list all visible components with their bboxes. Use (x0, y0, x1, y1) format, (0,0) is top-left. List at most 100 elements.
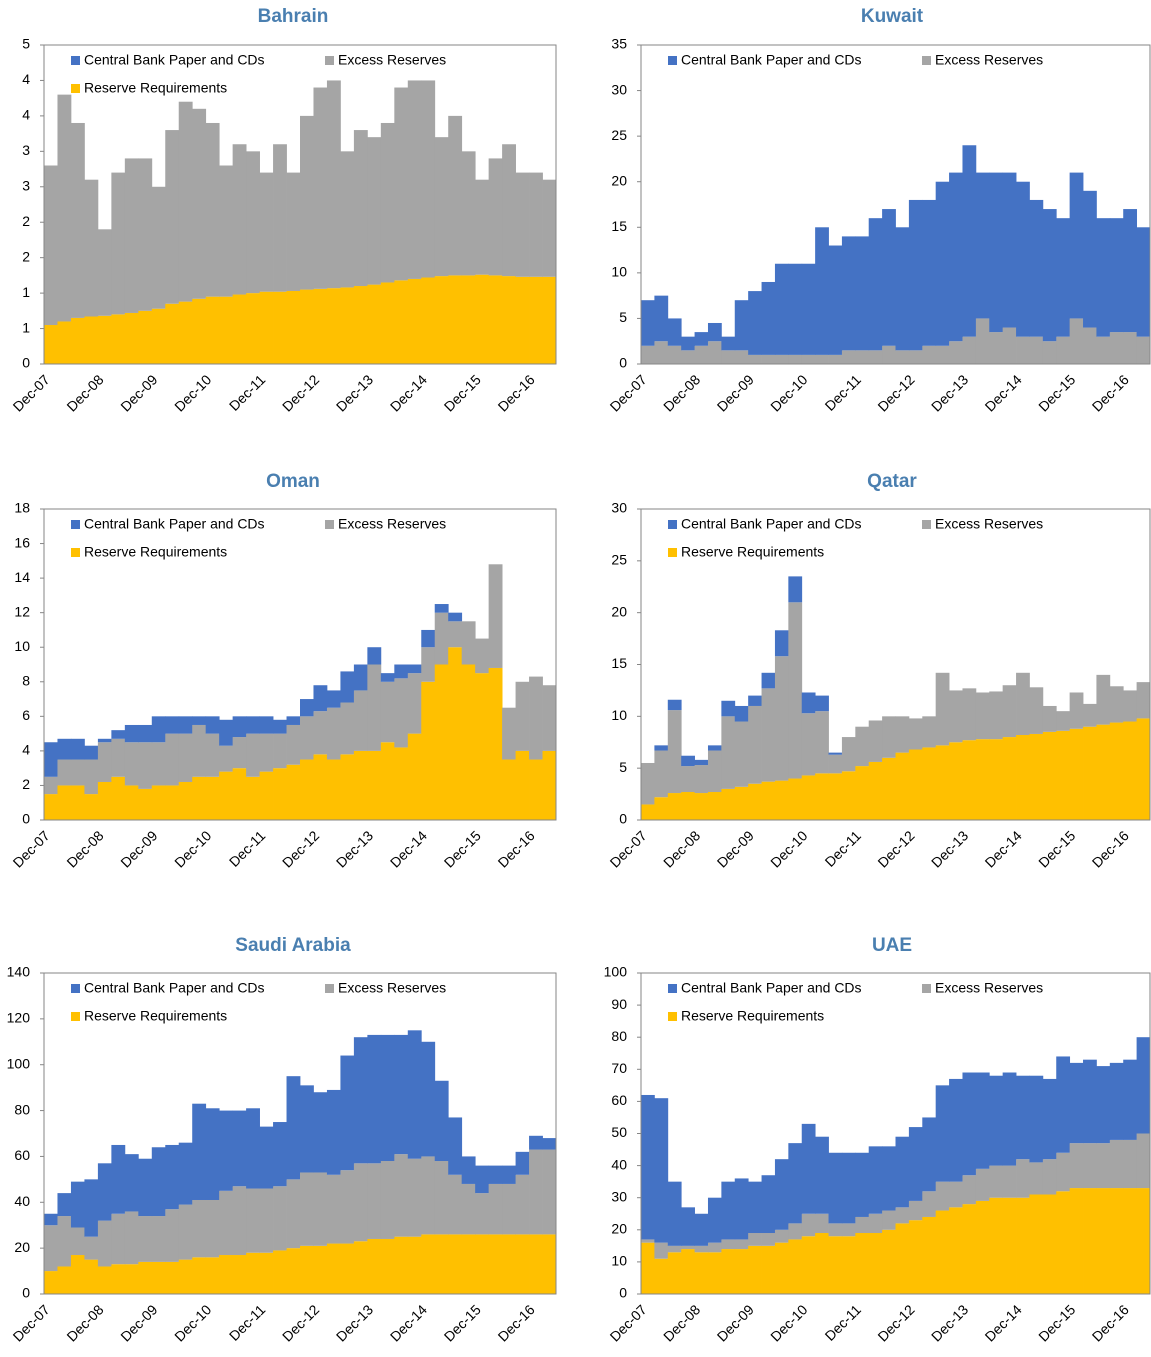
bar-segment (44, 742, 58, 777)
bar-segment (151, 716, 166, 743)
bar-segment (828, 1152, 843, 1224)
bar-segment (367, 647, 382, 665)
bar-segment (138, 1158, 153, 1217)
bar-segment (801, 1123, 816, 1214)
bar-segment (434, 612, 449, 665)
bar-segment (380, 1034, 395, 1162)
bar-segment (407, 278, 422, 364)
legend-swatch (71, 84, 80, 93)
bar-segment (124, 1154, 139, 1212)
bar-segment (895, 1207, 910, 1224)
bar-segment (178, 716, 193, 734)
bar-segment (488, 1183, 503, 1235)
bar-segment (707, 1242, 722, 1253)
bar-segment (421, 1041, 436, 1157)
bar-segment (1069, 692, 1084, 729)
bar-segment (721, 1239, 736, 1250)
bar-segment (801, 354, 816, 364)
bar-segment (1016, 1159, 1030, 1198)
bar-segment (815, 354, 829, 364)
bar-segment (394, 280, 409, 364)
bar-segment (475, 274, 490, 364)
bar-segment (962, 1072, 977, 1176)
bar-segment (908, 1220, 923, 1294)
bar-segment (694, 1245, 709, 1253)
bar-segment (353, 690, 368, 751)
y-tick-label: 35 (611, 36, 627, 52)
bar-segment (529, 1234, 543, 1294)
bar-segment (246, 151, 260, 294)
y-tick-label: 0 (22, 1285, 30, 1301)
legend-swatch (668, 1012, 677, 1021)
bar-segment (273, 733, 287, 769)
x-tick-label: Dec-10 (171, 1301, 214, 1344)
bar-segment (461, 664, 476, 820)
bar-segment (151, 308, 166, 364)
bar-segment (641, 300, 655, 346)
bar-segment (1123, 332, 1138, 364)
bar-segment (353, 750, 368, 820)
bar-segment (246, 776, 260, 820)
bar-segment (380, 1161, 395, 1239)
bar-segment (421, 629, 436, 648)
bar-segment (502, 276, 516, 364)
bar-segment (1002, 685, 1017, 738)
bar-segment (111, 738, 126, 777)
bar-segment (394, 747, 409, 820)
bar-segment (935, 745, 950, 820)
bar-segment (394, 1236, 409, 1294)
legend-swatch (668, 548, 677, 557)
bar-segment (721, 336, 736, 351)
bar-segment (748, 1233, 762, 1246)
y-tick-label: 10 (611, 264, 627, 280)
bar-segment (734, 300, 749, 351)
bar-segment (774, 263, 789, 355)
bar-segment (748, 291, 762, 355)
bar-segment (205, 296, 220, 364)
y-tick-label: 25 (611, 127, 627, 143)
bar-segment (641, 1239, 655, 1243)
bar-segment (815, 1213, 829, 1234)
x-tick-label: Dec-16 (1089, 371, 1132, 414)
bar-segment (124, 158, 139, 313)
bar-segment (1056, 1152, 1071, 1192)
bar-segment (989, 1197, 1004, 1294)
x-tick-label: Dec-15 (1035, 827, 1078, 870)
bar-segment (949, 341, 963, 364)
y-tick-label: 80 (14, 1101, 30, 1117)
bar-segment (1002, 327, 1017, 364)
bar-segment (654, 1098, 669, 1243)
bar-segment (1002, 1072, 1017, 1166)
bar-segment (667, 699, 682, 711)
bar-segment (434, 137, 449, 277)
bar-segment (461, 1183, 476, 1235)
bar-segment (529, 276, 543, 364)
bar-segment (1096, 336, 1111, 364)
bar-segment (828, 752, 843, 755)
bar-segment (882, 1146, 896, 1211)
bar-segment (1083, 1188, 1097, 1294)
y-tick-label: 80 (611, 1028, 627, 1044)
bar-segment (788, 576, 803, 603)
bar-segment (1016, 336, 1030, 364)
bar-segment (962, 336, 977, 364)
bar-segment (922, 716, 937, 748)
bar-segment (138, 1261, 153, 1294)
x-tick-label: Dec-15 (441, 827, 484, 870)
bar-segment (488, 667, 503, 820)
bar-segment (667, 1252, 682, 1294)
bar-segment (151, 785, 166, 820)
bar-segment (641, 345, 655, 364)
bar-segment (962, 740, 977, 820)
bar-segment (748, 354, 762, 364)
bar-segment (367, 1163, 382, 1239)
y-tick-label: 3 (22, 142, 30, 158)
bar-segment (681, 792, 695, 820)
bar-segment (273, 1186, 287, 1251)
bar-segment (694, 332, 709, 346)
x-tick-label: Dec-07 (607, 827, 650, 870)
bar-segment (407, 80, 422, 279)
bar-segment (841, 771, 856, 820)
bar-segment (1016, 181, 1030, 337)
bar-segment (667, 345, 682, 364)
